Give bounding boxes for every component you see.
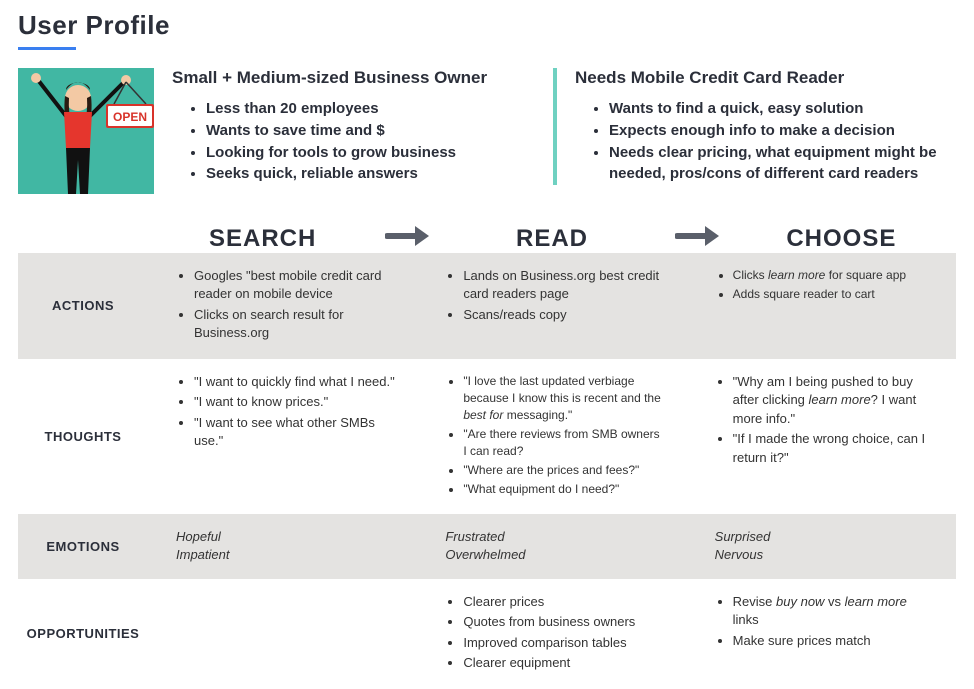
profile-left-heading: Small + Medium-sized Business Owner [172,68,537,88]
profile-right-col: Needs Mobile Credit Card Reader Wants to… [553,68,956,185]
arrow-icon [667,224,727,253]
profile-left-list: Less than 20 employees Wants to save tim… [172,98,537,185]
list-item: "Are there reviews from SMB owners I can… [463,426,664,460]
profile-left-item: Seeks quick, reliable answers [206,163,537,185]
cell-emotions-search: Hopeful Impatient [148,514,417,579]
profile-section: OPEN Small + Medium-sized Business Owner… [18,68,956,194]
list-item: Clicks learn more for square app [733,267,934,284]
list-item: "I want to see what other SMBs use." [194,414,395,451]
cell-emotions-read: Frustrated Overwhelmed [417,514,686,579]
cell-actions-choose: Clicks learn more for square app Adds sq… [687,253,956,359]
list-item: "Where are the prices and fees?" [463,462,664,479]
page: User Profile OPEN [0,0,974,689]
stage-read: READ [437,225,666,253]
cell-emotions-choose: Surprised Nervous [687,514,956,579]
emotion-item: Frustrated [445,528,664,546]
list-item: "If I made the wrong choice, can I retur… [733,430,934,467]
profile-columns: Small + Medium-sized Business Owner Less… [172,68,956,185]
title-underline [18,47,76,50]
row-actions: ACTIONS Googles "best mobile credit card… [18,253,956,359]
profile-right-item: Expects enough info to make a decision [609,120,940,142]
row-label-emotions: EMOTIONS [18,514,148,579]
profile-right-item: Wants to find a quick, easy solution [609,98,940,120]
list-item: Clearer equipment [463,654,664,672]
profile-right-heading: Needs Mobile Credit Card Reader [575,68,940,88]
list-item: "What equipment do I need?" [463,481,664,498]
emotion-item: Impatient [176,546,395,564]
emotion-item: Surprised [715,528,934,546]
list-item: "I want to quickly find what I need." [194,373,395,391]
list-item: Adds square reader to cart [733,286,934,303]
list-item: Clicks on search result for Business.org [194,306,395,343]
emotion-item: Nervous [715,546,934,564]
list-item: Googles "best mobile credit card reader … [194,267,395,304]
cell-thoughts-choose: "Why am I being pushed to buy after clic… [687,359,956,514]
profile-left-item: Wants to save time and $ [206,120,537,142]
row-label-thoughts: THOUGHTS [18,359,148,514]
list-item: "Why am I being pushed to buy after clic… [733,373,934,428]
journey-stage-header: SEARCH READ CHOOSE [18,224,956,253]
svg-text:OPEN: OPEN [113,110,147,124]
cell-opportunities-choose: Revise buy now vs learn more links Make … [687,579,956,689]
cell-actions-read: Lands on Business.org best credit card r… [417,253,686,359]
profile-left-item: Looking for tools to grow business [206,142,537,164]
row-thoughts: THOUGHTS "I want to quickly find what I … [18,359,956,514]
cell-thoughts-read: "I love the last updated verbiage becaus… [417,359,686,514]
list-item: Quotes from business owners [463,613,664,631]
persona-illustration: OPEN [18,68,154,194]
list-item: "I love the last updated verbiage becaus… [463,373,664,424]
profile-left-item: Less than 20 employees [206,98,537,120]
cell-thoughts-search: "I want to quickly find what I need." "I… [148,359,417,514]
row-emotions: EMOTIONS Hopeful Impatient Frustrated Ov… [18,514,956,579]
profile-right-item: Needs clear pricing, what equipment migh… [609,142,940,186]
list-item: Make sure prices match [733,632,934,650]
stage-choose: CHOOSE [727,225,956,253]
emotion-item: Overwhelmed [445,546,664,564]
list-item: Improved comparison tables [463,634,664,652]
row-label-actions: ACTIONS [18,253,148,359]
arrow-icon [377,224,437,253]
list-item: Scans/reads copy [463,306,664,324]
profile-left-col: Small + Medium-sized Business Owner Less… [172,68,553,185]
cell-opportunities-read: Clearer prices Quotes from business owne… [417,579,686,689]
list-item: Clearer prices [463,593,664,611]
row-label-opportunities: OPPORTUNITIES [18,579,148,689]
list-item: Lands on Business.org best credit card r… [463,267,664,304]
list-item: Revise buy now vs learn more links [733,593,934,630]
list-item: "I want to know prices." [194,393,395,411]
row-opportunities: OPPORTUNITIES Clearer prices Quotes from… [18,579,956,689]
stage-search: SEARCH [148,225,377,253]
profile-right-list: Wants to find a quick, easy solution Exp… [575,98,940,185]
cell-actions-search: Googles "best mobile credit card reader … [148,253,417,359]
cell-opportunities-search [148,579,417,689]
page-title: User Profile [18,10,956,41]
emotion-item: Hopeful [176,528,395,546]
journey-body: ACTIONS Googles "best mobile credit card… [18,253,956,689]
